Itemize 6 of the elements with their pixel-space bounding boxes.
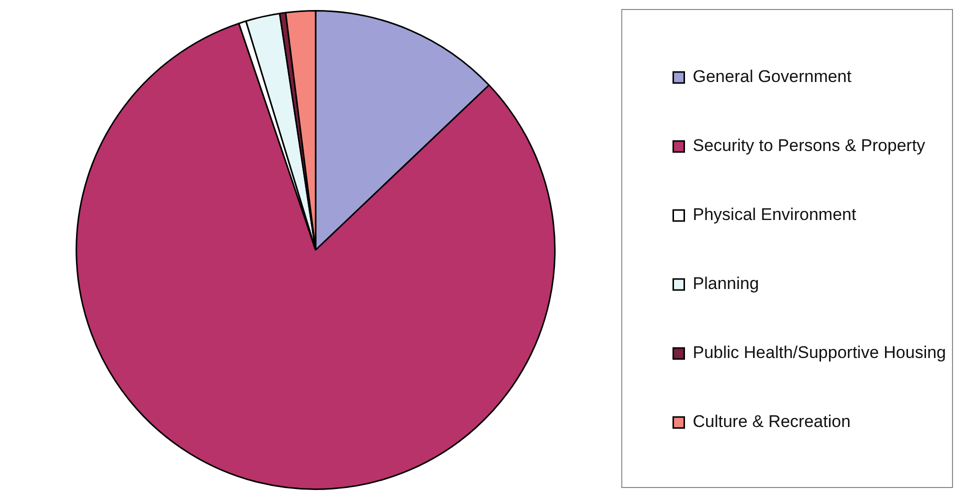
legend-label: Culture & Recreation bbox=[692, 412, 851, 432]
legend-label: Security to Persons & Property bbox=[692, 136, 926, 156]
legend-label: Planning bbox=[692, 274, 759, 294]
legend-label: General Government bbox=[692, 67, 852, 86]
legend-label: Physical Environment bbox=[692, 205, 856, 224]
legend-label: Public Health/Supportive Housing bbox=[692, 343, 946, 362]
